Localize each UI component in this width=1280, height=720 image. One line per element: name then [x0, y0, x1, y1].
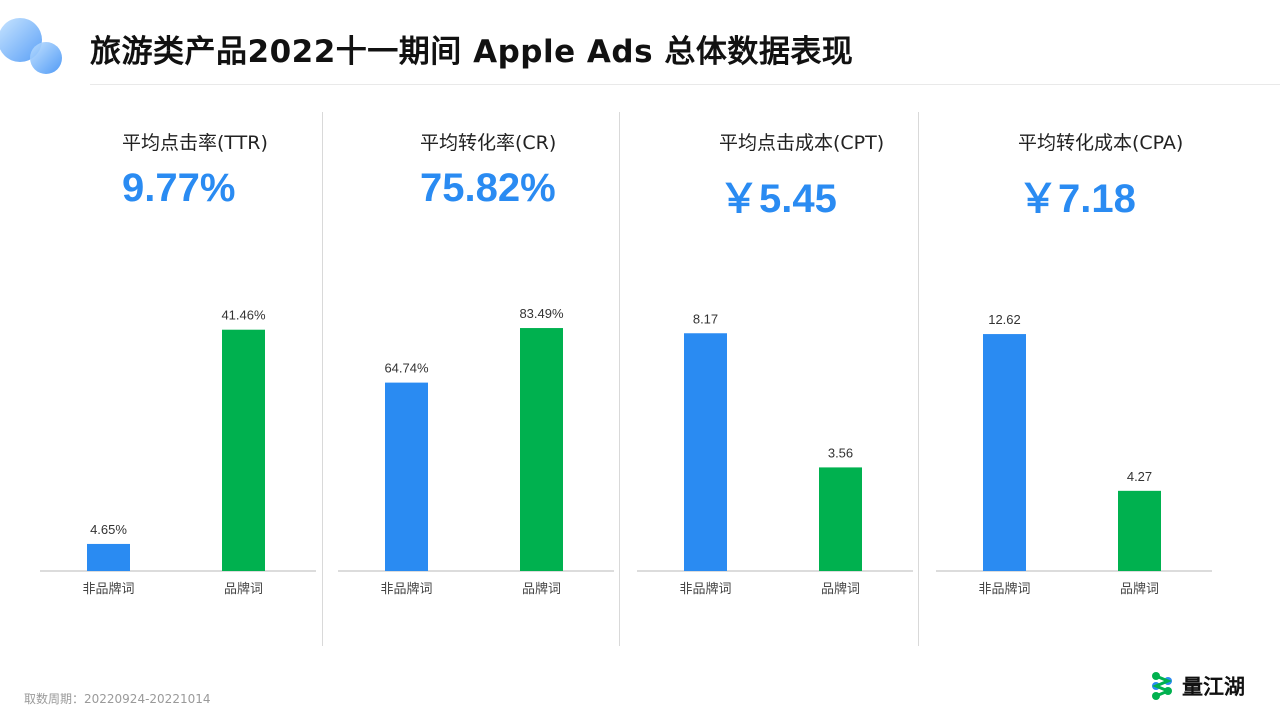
category-label: 品牌词 — [821, 581, 860, 597]
panel-cr: 平均转化率(CR) 75.82% 64.74% 非品牌词 83.49% 品牌词 — [338, 108, 636, 648]
panel-ttr: 平均点击率(TTR) 9.77% 4.65% 非品牌词 41.46% 品牌词 — [40, 108, 338, 648]
metric-title: 平均点击成本(CPT) — [719, 132, 885, 154]
metric-title: 平均转化率(CR) — [420, 132, 557, 154]
metric-title: 平均转化成本(CPA) — [1018, 132, 1184, 154]
data-label: 83.49% — [519, 306, 564, 321]
bar-non-brand — [684, 333, 727, 571]
category-label: 品牌词 — [224, 581, 263, 597]
data-label: 41.46% — [221, 308, 266, 323]
category-label: 非品牌词 — [380, 581, 432, 597]
brand-name: 量江湖 — [1182, 675, 1245, 699]
page-title: 旅游类产品2022十一期间 Apple Ads 总体数据表现 — [90, 34, 854, 70]
metric-value: 9.77% — [122, 166, 236, 210]
category-label: 品牌词 — [1120, 581, 1159, 597]
data-label: 12.62 — [988, 312, 1021, 327]
bar-non-brand — [983, 334, 1026, 571]
bar-chart-cr: 64.74% 非品牌词 83.49% 品牌词 — [338, 306, 614, 597]
category-label: 非品牌词 — [82, 581, 134, 597]
panel-divider — [322, 112, 323, 646]
data-label: 64.74% — [384, 361, 429, 376]
bar-chart-cpt: 8.17 非品牌词 3.56 品牌词 — [637, 311, 913, 597]
bar-brand — [819, 467, 862, 571]
brand-mark-icon — [1152, 672, 1172, 700]
data-label: 4.27 — [1127, 469, 1152, 484]
category-label: 品牌词 — [522, 581, 561, 597]
bar-non-brand — [385, 382, 428, 571]
metric-value: ￥7.18 — [1018, 177, 1136, 221]
category-label: 非品牌词 — [978, 581, 1030, 597]
category-label: 非品牌词 — [679, 581, 731, 597]
bar-chart-cpa: 12.62 非品牌词 4.27 品牌词 — [936, 312, 1212, 597]
data-label: 3.56 — [828, 445, 853, 460]
bar-chart-ttr: 4.65% 非品牌词 41.46% 品牌词 — [40, 308, 316, 597]
bar-non-brand — [87, 543, 130, 571]
panel-divider — [918, 112, 919, 646]
panel-cpa: 平均转化成本(CPA) ￥7.18 12.62 非品牌词 4.27 品牌词 — [936, 108, 1234, 648]
panel-divider — [619, 112, 620, 646]
data-label: 8.17 — [693, 311, 718, 326]
cloud-logo-icon — [0, 18, 62, 74]
bar-brand — [1118, 490, 1161, 571]
title-divider — [90, 84, 1280, 85]
brand-logo: 量江湖 — [1150, 668, 1245, 704]
metric-value: ￥5.45 — [719, 177, 837, 221]
panel-cpt: 平均点击成本(CPT) ￥5.45 8.17 非品牌词 3.56 品牌词 — [637, 108, 935, 648]
bar-brand — [222, 329, 265, 571]
data-period-note: 取数周期：20220924-20221014 — [24, 692, 211, 706]
metric-value: 75.82% — [420, 166, 556, 210]
bar-brand — [520, 328, 563, 571]
data-label: 4.65% — [90, 522, 127, 537]
metric-title: 平均点击率(TTR) — [122, 132, 268, 154]
